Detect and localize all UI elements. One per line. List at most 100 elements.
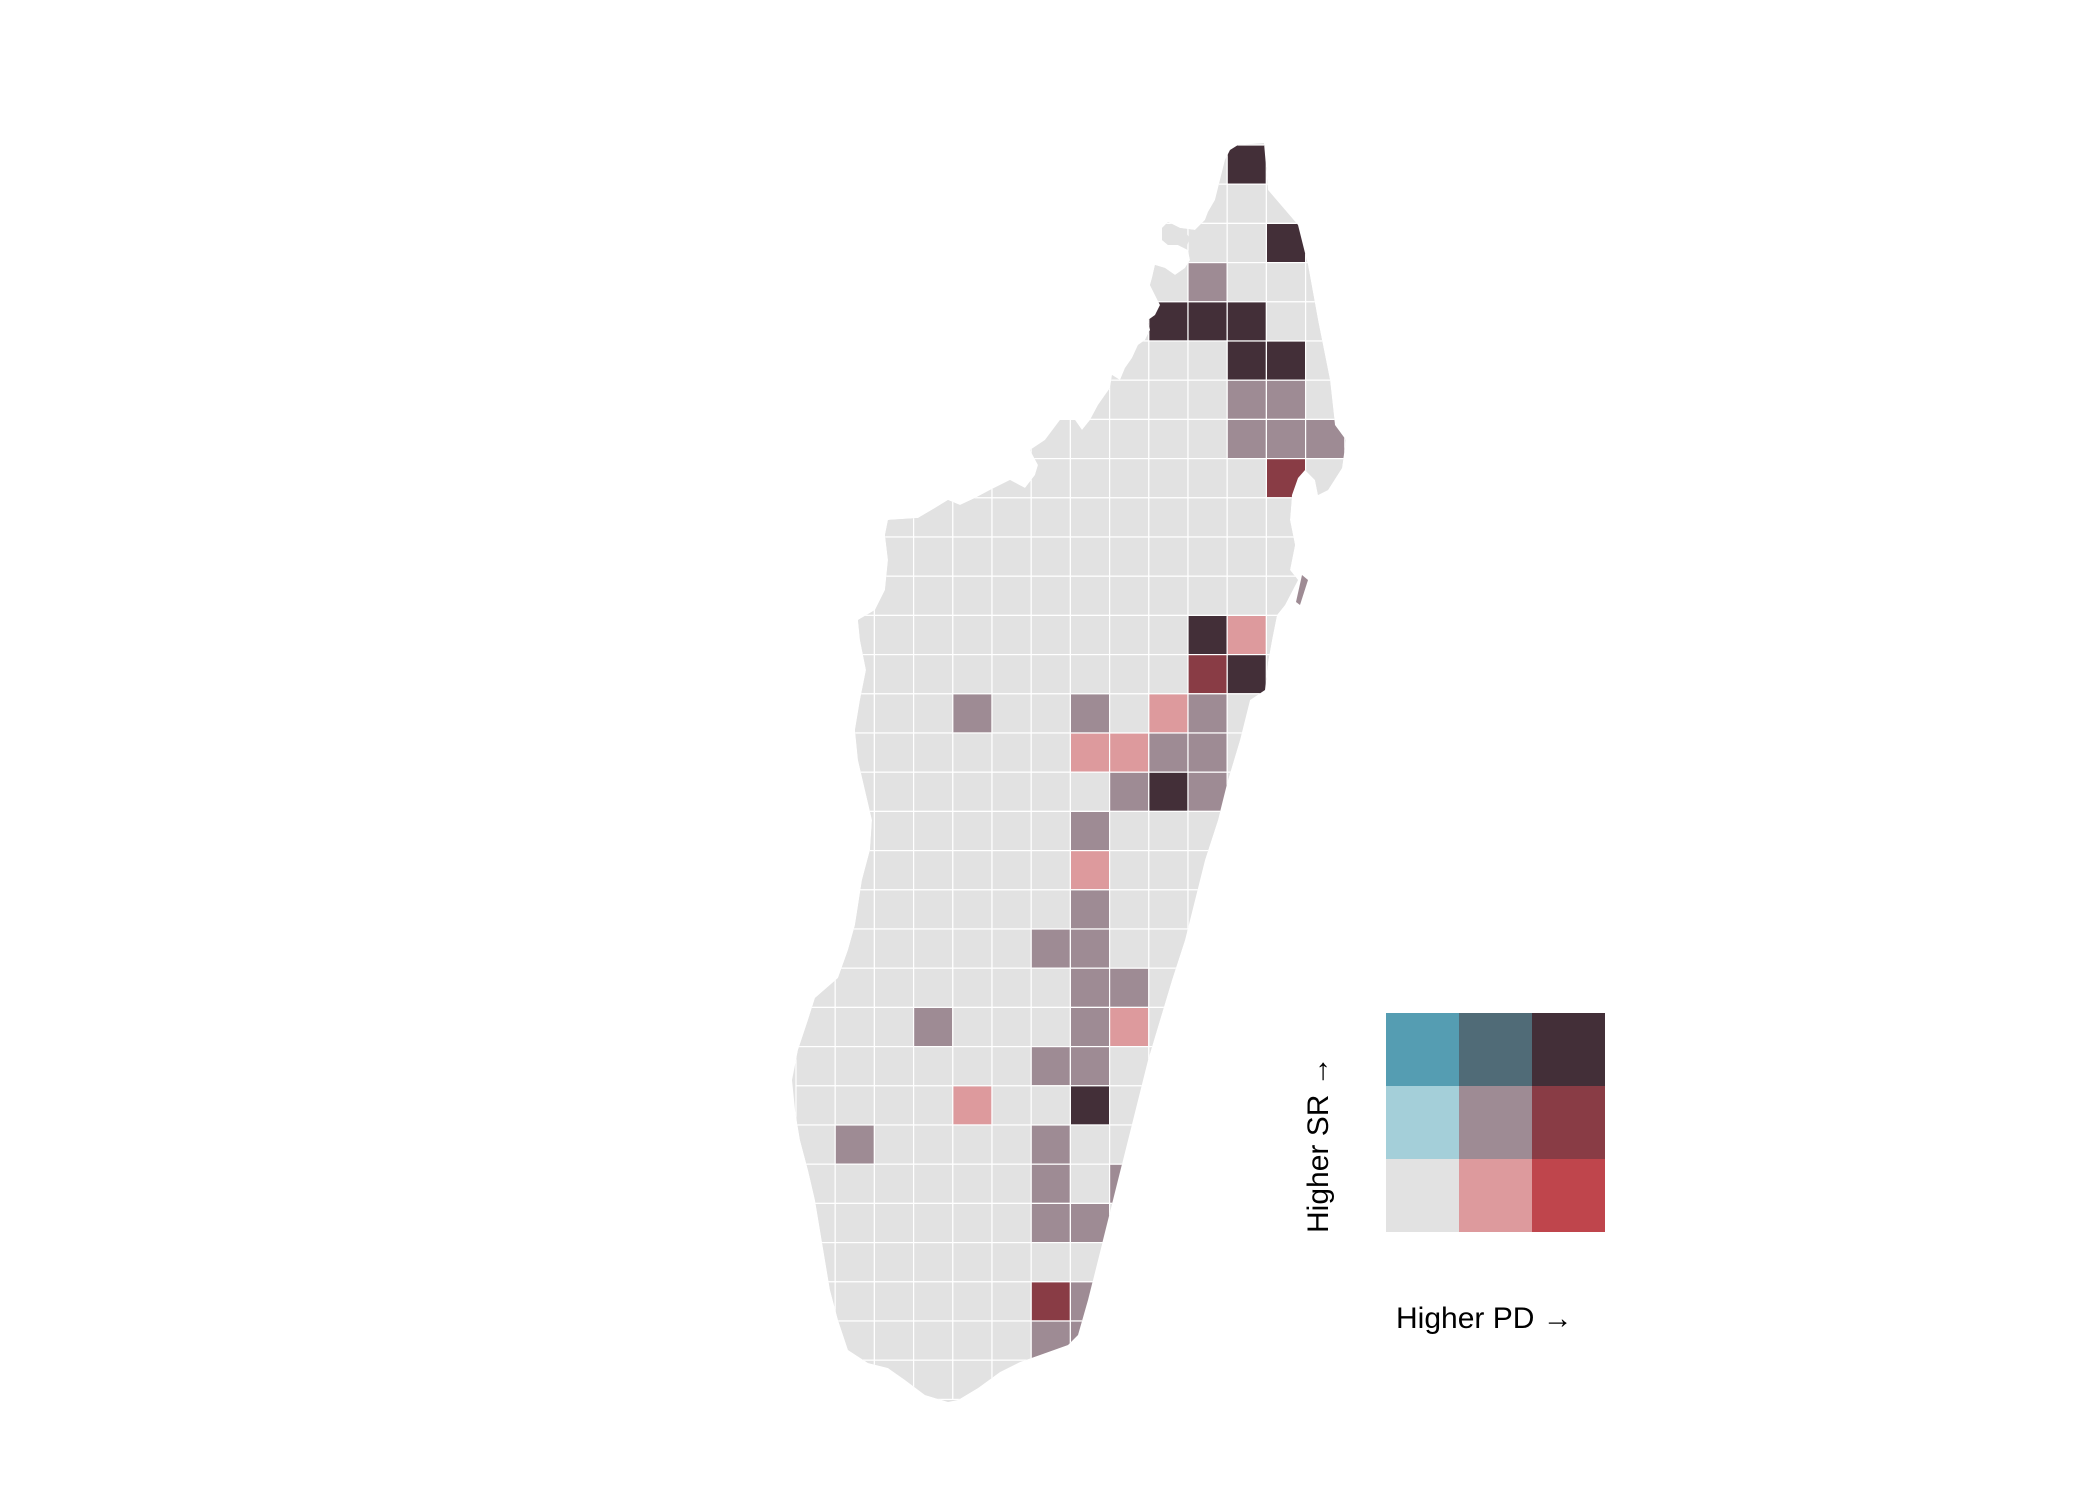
map-cell-base — [1265, 967, 1307, 1009]
map-cell-base — [795, 222, 836, 264]
map-cell-base — [1148, 1006, 1189, 1048]
map-cell-base — [1108, 497, 1150, 538]
map-cell-base — [912, 889, 954, 930]
map-cell-base — [795, 1006, 836, 1048]
map-cell-base — [952, 653, 993, 695]
legend-swatch-r2-c2 — [1532, 1013, 1605, 1086]
map-cell-dark — [1265, 340, 1307, 381]
map-cell-base — [834, 614, 876, 656]
map-cell-base — [952, 418, 993, 460]
map-cell-dark — [1265, 222, 1307, 264]
map-cell-base — [1030, 1241, 1071, 1283]
map-cell-base — [912, 379, 954, 421]
map-cell-base — [1265, 1281, 1307, 1322]
map-cell-mid — [1030, 1163, 1071, 1204]
map-cell-base — [1148, 967, 1189, 1009]
map-cell-base — [1148, 262, 1189, 303]
map-cell-base — [1226, 1163, 1267, 1204]
map-cell-base — [1069, 418, 1111, 460]
map-cell-base — [1265, 1241, 1307, 1283]
map-cell-base — [1108, 1320, 1150, 1361]
map-cell-base — [1069, 144, 1111, 185]
map-cell-base — [1265, 301, 1307, 342]
map-cell-base — [1108, 653, 1150, 695]
map-cell-mid — [1069, 810, 1111, 852]
map-cell-base — [952, 889, 993, 930]
map-cell-base — [991, 1163, 1032, 1204]
map-cell-base — [1187, 418, 1228, 460]
map-cell-base — [1108, 183, 1150, 224]
map-cell-base — [834, 262, 876, 303]
map-cell-base — [1187, 575, 1228, 617]
map-cell-mid — [1069, 1045, 1111, 1087]
map-cell-base — [1265, 810, 1307, 852]
map-cell-base — [1187, 967, 1228, 1009]
map-cell-red — [1265, 458, 1307, 499]
map-cell-base — [834, 222, 876, 264]
map-cell-base — [912, 1202, 954, 1244]
map-cell-base — [795, 183, 836, 224]
map-cell-mid — [1148, 732, 1189, 773]
map-cell-base — [1265, 1163, 1307, 1204]
map-cell-base — [1108, 418, 1150, 460]
map-cell-base — [952, 144, 993, 185]
map-cell-base — [795, 301, 836, 342]
map-cell-base — [795, 144, 836, 185]
map-cell-base — [1030, 497, 1071, 538]
map-cell-base — [1187, 497, 1228, 538]
map-cell-mid — [1108, 967, 1150, 1009]
map-cell-base — [1187, 1006, 1228, 1048]
map-cell-base — [873, 693, 915, 734]
map-cell-base — [1030, 536, 1071, 577]
map-cell-base — [952, 1281, 993, 1322]
map-cell-base — [795, 849, 836, 891]
map-cell-base — [834, 771, 876, 813]
map-cell-base — [1304, 497, 1346, 538]
map-cell-base — [1069, 497, 1111, 538]
map-cell-base — [1304, 379, 1346, 421]
map-cell-base — [873, 340, 915, 381]
map-cell-base — [873, 575, 915, 617]
map-cell-mid — [1108, 771, 1150, 813]
map-cell-base — [1304, 928, 1346, 969]
map-cell-mid — [1069, 693, 1111, 734]
map-cell-base — [834, 575, 876, 617]
legend-x-axis-label: Higher PD → — [1396, 1302, 1573, 1335]
map-cell-base — [1069, 262, 1111, 303]
map-cell-base — [1226, 732, 1267, 773]
map-cell-base — [1148, 340, 1189, 381]
map-cell-base — [952, 301, 993, 342]
map-cell-pink — [952, 1085, 993, 1126]
map-cell-base — [991, 967, 1032, 1009]
map-cell-base — [1108, 379, 1150, 421]
map-cell-base — [873, 1163, 915, 1204]
map-cell-base — [1108, 144, 1150, 185]
map-cell-base — [991, 889, 1032, 930]
map-cell-base — [795, 1241, 836, 1283]
map-cell-base — [1069, 1359, 1111, 1400]
map-cell-base — [795, 262, 836, 303]
map-cell-base — [1187, 810, 1228, 852]
map-cell-mid — [1030, 1045, 1071, 1087]
map-cell-base — [795, 1163, 836, 1204]
map-cell-base — [1148, 458, 1189, 499]
map-cell-base — [912, 418, 954, 460]
map-cell-base — [1030, 183, 1071, 224]
map-cell-base — [952, 1359, 993, 1400]
map-cell-base — [991, 653, 1032, 695]
map-cell-base — [1265, 1202, 1307, 1244]
map-cell-base — [834, 1163, 876, 1204]
map-cell-base — [873, 614, 915, 656]
map-cell-base — [1226, 1085, 1267, 1126]
map-cell-base — [795, 458, 836, 499]
map-cell-base — [991, 1320, 1032, 1361]
map-cell-base — [1148, 653, 1189, 695]
map-cell-base — [991, 418, 1032, 460]
map-cell-base — [1030, 262, 1071, 303]
map-cell-base — [1226, 1320, 1267, 1361]
legend-swatch-r2-c0 — [1386, 1013, 1459, 1086]
map-cell-base — [795, 810, 836, 852]
map-cell-base — [1030, 967, 1071, 1009]
map-cell-base — [1108, 536, 1150, 577]
map-cell-base — [1304, 458, 1346, 499]
